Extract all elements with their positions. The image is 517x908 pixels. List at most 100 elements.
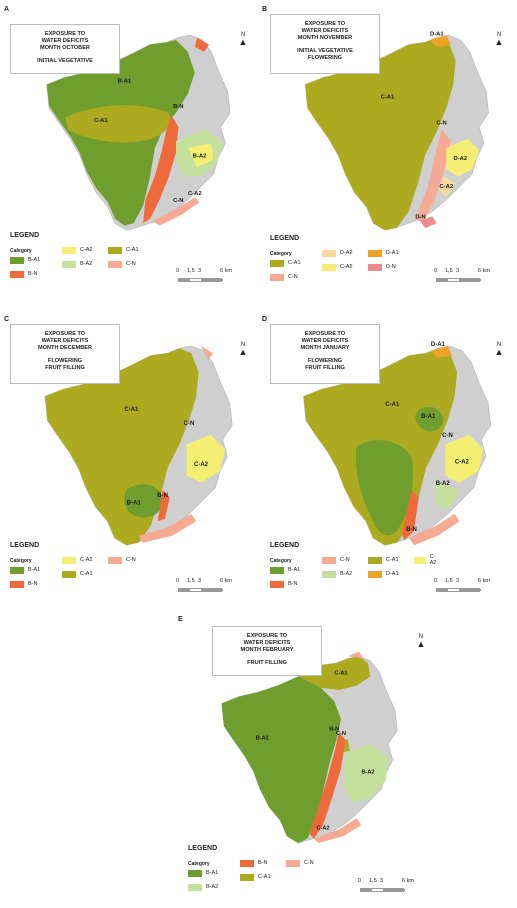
map-label: C-N: [436, 121, 446, 127]
map-A: B-A1 C-A1 B-N B-A2 C-A2 C-N: [46, 34, 231, 231]
legend-item-label: B-A1: [28, 257, 41, 263]
map-B: C-A1 D-A1 C-N D-A2 C-A2 D-N: [304, 31, 489, 231]
stage-line: INITIAL VEGETATIVE: [297, 48, 353, 54]
map-label: C-A2: [194, 462, 209, 468]
title-line: EXPOSURE TO: [44, 31, 86, 37]
legend-swatch: [108, 556, 122, 564]
title-box: EXPOSURE TO WATER DEFICITS MONTH OCTOBER IN…: [10, 24, 120, 74]
legend-item: B-N: [240, 859, 267, 867]
scale-tick-label: 3: [198, 578, 202, 584]
scale-bar-graphic: [178, 278, 223, 282]
region-b-n: [143, 115, 179, 224]
north-arrow-glyph: ▲: [238, 37, 248, 47]
legend-item-label: C-N: [288, 274, 298, 280]
stage-line: FLOWERING: [47, 358, 83, 364]
scale-segment: [361, 889, 372, 891]
panel-letter: D: [262, 316, 268, 323]
map-label: C-N: [184, 421, 195, 427]
legend-item: C-A1: [368, 556, 399, 564]
legend-item: D-A1: [368, 570, 399, 578]
title-line: WATER DEFICITS: [301, 338, 349, 344]
scale-bar-graphic: [360, 888, 405, 892]
scale-bar: 0 1,5 3 6 km: [358, 878, 420, 894]
scale-bar-graphic: [436, 588, 481, 592]
title-line: EXPOSURE TO: [246, 633, 288, 639]
legend-item-label: C-A2: [80, 247, 93, 253]
legend-item-label: B-N: [28, 271, 38, 277]
map-label: C-A2: [455, 460, 470, 466]
region-d-n: [420, 216, 437, 228]
legend-swatch: [240, 859, 254, 867]
north-arrow-icon: N ▲: [494, 342, 504, 357]
scale-tick-label: 0: [176, 268, 180, 274]
legend: LEGEND Category B-A1 B-A2 B-N C-A1 C-N: [188, 845, 358, 895]
north-arrow-glyph: ▲: [494, 347, 504, 357]
scale-tick-label: 6 km: [220, 268, 232, 274]
stage-line: FRUIT FILLING: [247, 660, 287, 666]
legend-item: B-N: [10, 270, 37, 278]
legend-swatch: [62, 556, 76, 564]
legend-item: B-A2: [322, 570, 352, 578]
legend-item-label: C-N: [340, 557, 350, 563]
north-arrow-icon: N ▲: [238, 32, 248, 47]
title-box: EXPOSURE TO WATER DEFICITS MONTH NOVEMBER I…: [270, 14, 380, 74]
legend-item: C-N: [108, 260, 136, 268]
stage-line: FLOWERING: [307, 55, 343, 61]
scale-tick-label: 0: [176, 578, 180, 584]
region-c-a2: [187, 143, 214, 167]
legend-item: B-A1: [270, 566, 300, 574]
map-label: B-N: [329, 727, 339, 733]
legend-item-label: C-A2: [340, 264, 353, 270]
scale-tick-label: 3: [456, 578, 460, 584]
legend-item: C-A2: [62, 246, 93, 254]
legend-item-label: C-N: [126, 261, 136, 267]
region-b-a1: [221, 676, 341, 843]
scale-tick-label: 1,5: [187, 268, 195, 274]
legend-swatch: [270, 580, 284, 588]
north-arrow-icon: N ▲: [494, 32, 504, 47]
scale-tick-label: 3: [456, 268, 460, 274]
legend-item-label: D-A1: [386, 571, 399, 577]
legend-item-label: B-A1: [288, 567, 301, 573]
scale-bar: 0 1,5 3 6 km: [176, 268, 238, 284]
legend-item: C-N: [108, 556, 136, 564]
scale-tick-label: 0: [434, 268, 438, 274]
scale-bar-graphic: [178, 588, 223, 592]
legend-swatch: [322, 556, 336, 564]
legend-category-label: Category: [270, 251, 292, 257]
legend-swatch: [368, 249, 382, 257]
legend-swatch: [188, 869, 202, 877]
legend-item-label: D-A1: [386, 250, 399, 256]
legend-swatch: [270, 566, 284, 574]
legend-swatch: [322, 570, 336, 578]
legend-item: C-A2: [322, 263, 353, 271]
scale-tick-label: 6 km: [478, 268, 490, 274]
map-label: B-A1: [117, 78, 131, 84]
legend-item-label: B-A2: [340, 571, 353, 577]
legend-item-label: C-A2: [429, 554, 437, 566]
legend-item: B-A1: [10, 256, 40, 264]
legend-item-label: C-A1: [126, 247, 139, 253]
map-label: B-A2: [193, 153, 207, 159]
north-arrow-icon: N ▲: [416, 634, 426, 649]
legend-swatch: [62, 246, 76, 254]
panel-D: D C-A1 D-A1 B-A1 C-N B-A2 C-A2 B-N EXPOSURE TO WA…: [258, 310, 517, 608]
region-b-a1: [124, 484, 163, 518]
scale-segment: [383, 889, 405, 891]
panel-letter: E: [178, 616, 183, 623]
region-d-a1: [430, 346, 453, 358]
north-arrow-icon: N ▲: [238, 342, 248, 357]
scale-segment: [459, 279, 481, 281]
legend-item: B-A2: [62, 260, 92, 268]
title-line: EXPOSURE TO: [304, 21, 346, 27]
scale-tick-label: 3: [198, 268, 202, 274]
map-label: D-N: [415, 215, 425, 221]
map-label: B-N: [157, 493, 168, 499]
region-c-n: [347, 651, 364, 659]
legend-swatch: [62, 260, 76, 268]
scale-tick-label: 6 km: [220, 578, 232, 584]
scale-tick-label: 1,5: [445, 578, 453, 584]
map-label: B-N: [173, 104, 183, 110]
legend-item-label: C-A1: [386, 557, 399, 563]
legend-item-label: B-A1: [28, 567, 41, 573]
